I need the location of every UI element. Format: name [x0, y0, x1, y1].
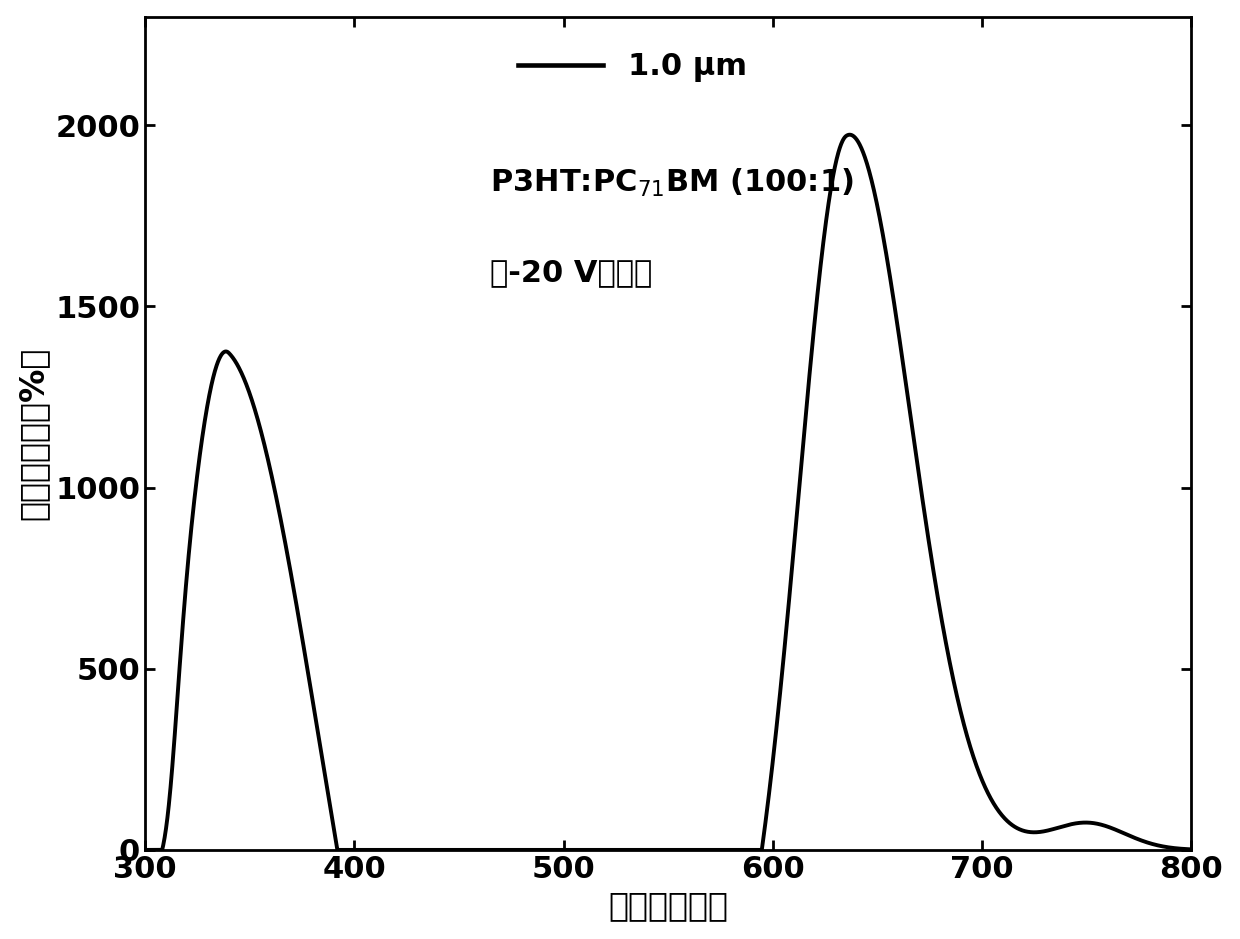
Y-axis label: 外量子效率（%）: 外量子效率（%）	[16, 346, 50, 520]
Legend: 1.0 μm: 1.0 μm	[506, 40, 759, 95]
X-axis label: 波长（纳米）: 波长（纳米）	[609, 889, 728, 922]
Text: P3HT:PC$_{71}$BM (100:1): P3HT:PC$_{71}$BM (100:1)	[490, 166, 854, 199]
Text: 在-20 V偏压下: 在-20 V偏压下	[490, 258, 652, 287]
